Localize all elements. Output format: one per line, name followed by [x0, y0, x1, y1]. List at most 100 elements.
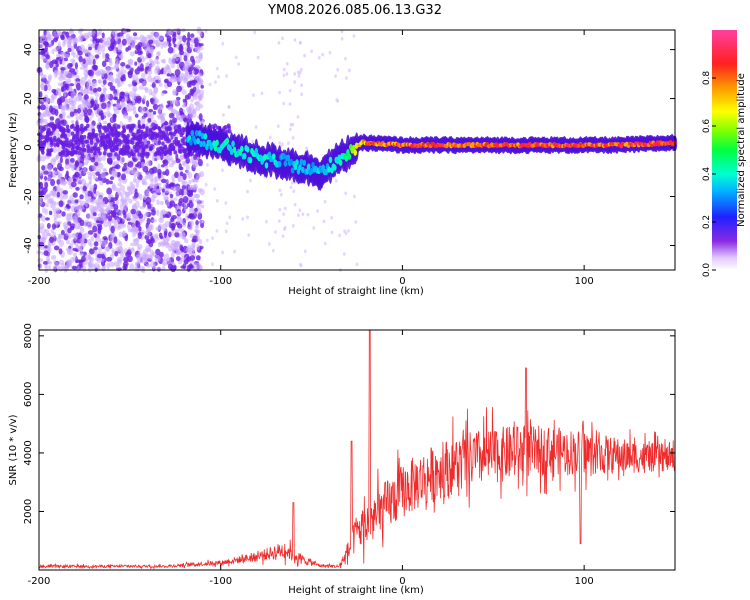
noise-blob — [58, 75, 64, 82]
noise-blob — [117, 182, 122, 187]
x-tick-label: -100 — [209, 576, 232, 587]
ridge-core — [290, 167, 295, 174]
noise-blob — [158, 82, 163, 87]
noise-blob — [246, 215, 249, 220]
noise-blob — [53, 260, 57, 264]
noise-blob — [215, 125, 220, 130]
noise-blob — [101, 102, 107, 110]
noise-blob — [97, 116, 102, 124]
noise-blob — [60, 51, 65, 56]
noise-blob — [196, 243, 200, 251]
noise-blob — [156, 182, 162, 187]
noise-blob — [170, 57, 176, 65]
noise-blob — [305, 146, 309, 151]
noise-blob — [41, 35, 46, 39]
noise-blob — [72, 252, 77, 257]
noise-blob — [195, 83, 200, 90]
noise-blob — [93, 150, 97, 156]
noise-blob — [194, 46, 201, 54]
noise-blob — [37, 120, 44, 124]
noise-blob — [65, 158, 70, 166]
noise-blob — [151, 155, 156, 162]
colorbar: 0.0 0.2 0.4 0.6 0.8 Normalized spectral ampl… — [702, 30, 747, 277]
noise-blob — [121, 168, 126, 172]
noise-blob — [154, 67, 161, 75]
noise-blob — [285, 72, 289, 76]
noise-blob — [90, 236, 95, 242]
noise-blob — [316, 209, 319, 213]
noise-blob — [153, 99, 158, 106]
noise-blob — [49, 116, 55, 121]
noise-blob — [41, 146, 45, 151]
noise-blob — [143, 195, 147, 200]
noise-blob — [85, 115, 90, 124]
noise-blob — [293, 80, 297, 84]
noise-blob — [51, 59, 58, 65]
noise-blob — [290, 181, 294, 185]
noise-blob — [46, 193, 51, 198]
noise-blob — [185, 163, 190, 171]
noise-blob — [344, 191, 348, 196]
noise-blob — [199, 188, 205, 196]
noise-blob — [296, 115, 300, 119]
ridge-core — [353, 149, 357, 156]
noise-blob — [99, 179, 104, 186]
noise-blob — [164, 40, 170, 47]
noise-blob — [83, 232, 90, 239]
noise-blob — [157, 113, 161, 120]
noise-blob — [133, 88, 137, 96]
noise-blob — [159, 201, 165, 206]
noise-blob — [102, 151, 107, 156]
noise-blob — [78, 164, 85, 168]
snr-y-label: SNR (10 * v/v) — [8, 414, 19, 485]
noise-blob — [183, 55, 188, 62]
noise-blob — [159, 103, 164, 111]
noise-blob — [140, 131, 145, 136]
noise-blob — [288, 127, 292, 132]
noise-blob — [127, 83, 133, 87]
noise-blob — [107, 193, 112, 202]
noise-blob — [334, 74, 337, 78]
noise-blob — [84, 98, 91, 106]
noise-blob — [168, 106, 174, 112]
x-tick-label: -200 — [28, 276, 51, 287]
noise-blob — [45, 97, 50, 102]
noise-blob — [45, 61, 50, 65]
noise-blob — [274, 230, 277, 234]
noise-blob — [155, 151, 160, 156]
noise-blob — [89, 152, 95, 158]
noise-blob — [181, 232, 187, 240]
noise-blob — [80, 139, 85, 145]
noise-blob — [113, 64, 119, 71]
noise-blob — [124, 144, 129, 150]
noise-blob — [74, 160, 79, 166]
snr-panel: -200 -100 0 100 2000 4000 6000 8000 Height of … — [8, 323, 676, 596]
noise-blob — [74, 62, 78, 70]
noise-blob — [79, 252, 84, 256]
noise-blob — [160, 115, 166, 121]
noise-blob — [84, 154, 90, 161]
noise-blob — [179, 188, 183, 196]
noise-blob — [159, 251, 164, 258]
noise-blob — [89, 242, 93, 247]
noise-blob — [109, 73, 113, 80]
noise-blob — [174, 53, 179, 58]
noise-blob — [96, 87, 102, 92]
noise-blob — [38, 170, 44, 176]
noise-blob — [84, 199, 88, 208]
noise-blob — [106, 66, 110, 74]
snr-frame — [38, 329, 676, 571]
noise-blob — [194, 101, 199, 106]
noise-blob — [130, 105, 135, 111]
noise-blob — [135, 220, 141, 228]
noise-blob — [88, 265, 92, 273]
noise-blob — [178, 176, 184, 183]
noise-blob — [253, 30, 257, 35]
noise-blob — [115, 142, 120, 147]
noise-blob — [73, 235, 77, 242]
noise-blob — [144, 192, 151, 198]
noise-blob — [137, 124, 142, 129]
noise-blob — [101, 212, 107, 218]
noise-blob — [93, 232, 98, 238]
